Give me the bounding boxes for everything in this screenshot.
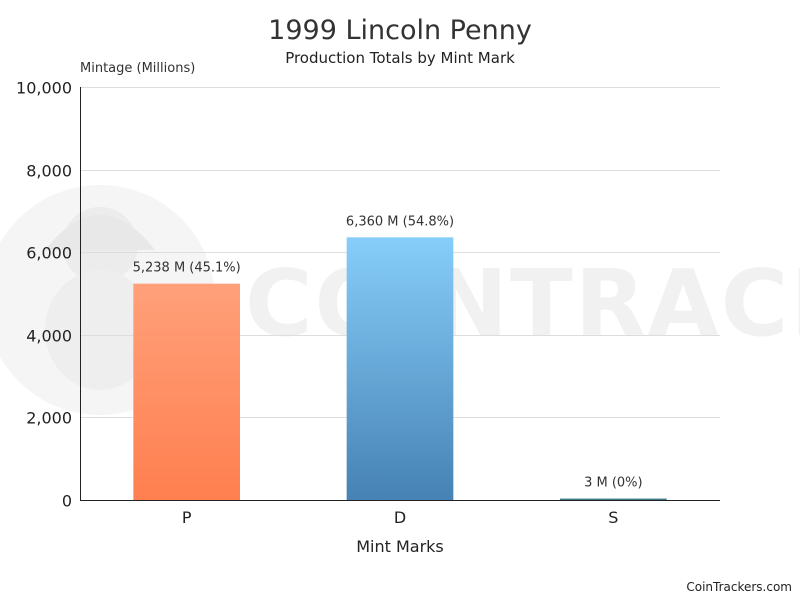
bars [133,237,667,500]
y-tick-label: 10,000 [16,79,72,98]
y-tick-label: 0 [62,492,72,511]
x-tick-label-d: D [394,508,406,527]
data-labels: 5,238 M (45.1%) 6,360 M (54.8%) 3 M (0%) [133,214,643,490]
bar-p [133,283,240,500]
bar-s [560,498,667,500]
x-axis-label: Mint Marks [356,537,444,556]
chart-title: 1999 Lincoln Penny [268,15,532,46]
x-tick-label-p: P [182,508,192,527]
data-label-p: 5,238 M (45.1%) [133,261,241,276]
y-tick-label: 2,000 [26,409,72,428]
y-tick-label: 6,000 [26,244,72,263]
data-label-d: 6,360 M (54.8%) [346,214,454,229]
watermark-text: COINTRACKERS [245,250,800,357]
x-tick-label-s: S [608,508,618,527]
y-tick-label: 4,000 [26,327,72,346]
y-axis-ticks: 0 2,000 4,000 6,000 8,000 10,000 [16,79,72,511]
bar-d [346,237,454,500]
y-tick-label: 8,000 [26,162,72,181]
y-axis-label: Mintage (Millions) [80,61,195,76]
chart-subtitle: Production Totals by Mint Mark [285,49,515,67]
source-credit: CoinTrackers.com [686,580,792,594]
watermark-logo: COINTRACKERS [0,185,800,415]
data-label-s: 3 M (0%) [584,476,643,491]
